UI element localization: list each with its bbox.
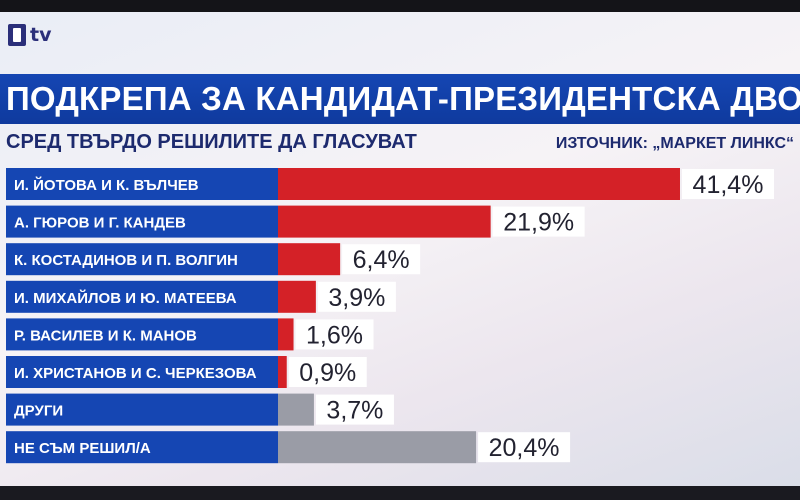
value-bar — [278, 280, 316, 313]
value-label: 3,7% — [326, 397, 383, 425]
value-bar — [278, 393, 314, 426]
category-label-box — [6, 318, 278, 351]
value-label: 21,9% — [503, 209, 574, 237]
category-label-box — [6, 431, 278, 464]
screen-bezel-top — [0, 0, 800, 12]
category-label-box — [6, 205, 278, 238]
category-label-box — [6, 393, 278, 426]
category-label: НЕ СЪМ РЕШИЛ/А — [14, 440, 151, 457]
category-label: Р. ВАСИЛЕВ И К. МАНОВ — [14, 327, 197, 344]
value-label: 6,4% — [353, 246, 410, 274]
chart-subtitle: СРЕД ТВЪРДО РЕШИЛИТЕ ДА ГЛАСУВАТ — [6, 131, 417, 153]
category-label: А. ГЮРОВ И Г. КАНДЕВ — [14, 215, 186, 232]
value-bar — [278, 356, 287, 388]
value-label: 41,4% — [693, 171, 764, 199]
channel-logo-text: tv — [30, 24, 52, 46]
value-bar — [278, 318, 294, 351]
chart-source: ИЗТОЧНИК: „МАРКЕТ ЛИНКС“ — [555, 135, 794, 152]
category-label-box — [6, 243, 278, 276]
category-label: И. ХРИСТАНОВ И С. ЧЕРКЕЗОВА — [14, 365, 257, 382]
value-label: 20,4% — [489, 434, 560, 462]
value-bar — [278, 431, 477, 464]
value-label: 0,9% — [299, 359, 356, 387]
category-label: И. ЙОТОВА И К. ВЪЛЧЕВ — [14, 176, 199, 194]
value-label-box — [288, 357, 367, 387]
value-label-box — [315, 394, 394, 425]
value-label: 3,9% — [328, 284, 385, 312]
value-label-box — [492, 206, 585, 237]
value-label-box — [681, 169, 774, 199]
value-bar — [278, 205, 491, 238]
channel-logo-icon — [8, 24, 26, 46]
category-label: ДРУГИ — [14, 403, 63, 420]
screen-bezel-bottom — [0, 486, 800, 500]
channel-logo: tv — [8, 24, 51, 46]
category-label-box — [6, 356, 278, 388]
category-label-box — [6, 280, 278, 313]
category-label: И. МИХАЙЛОВ И Ю. МАТЕЕВА — [14, 289, 237, 307]
value-label-box — [478, 432, 571, 463]
title-bar: ПОДКРЕПА ЗА КАНДИДАТ-ПРЕЗИДЕНТСКА ДВОЙКА — [0, 74, 800, 124]
category-label-box — [6, 168, 278, 200]
category-label: К. КОСТАДИНОВ И П. ВОЛГИН — [14, 252, 238, 269]
value-label-box — [295, 319, 374, 350]
chart-title: ПОДКРЕПА ЗА КАНДИДАТ-ПРЕЗИДЕНТСКА ДВОЙКА — [6, 80, 800, 117]
value-label-box — [317, 281, 396, 312]
value-label-box — [342, 244, 421, 275]
value-bar — [278, 168, 680, 200]
value-label: 1,6% — [306, 321, 363, 349]
value-bar — [278, 243, 341, 276]
